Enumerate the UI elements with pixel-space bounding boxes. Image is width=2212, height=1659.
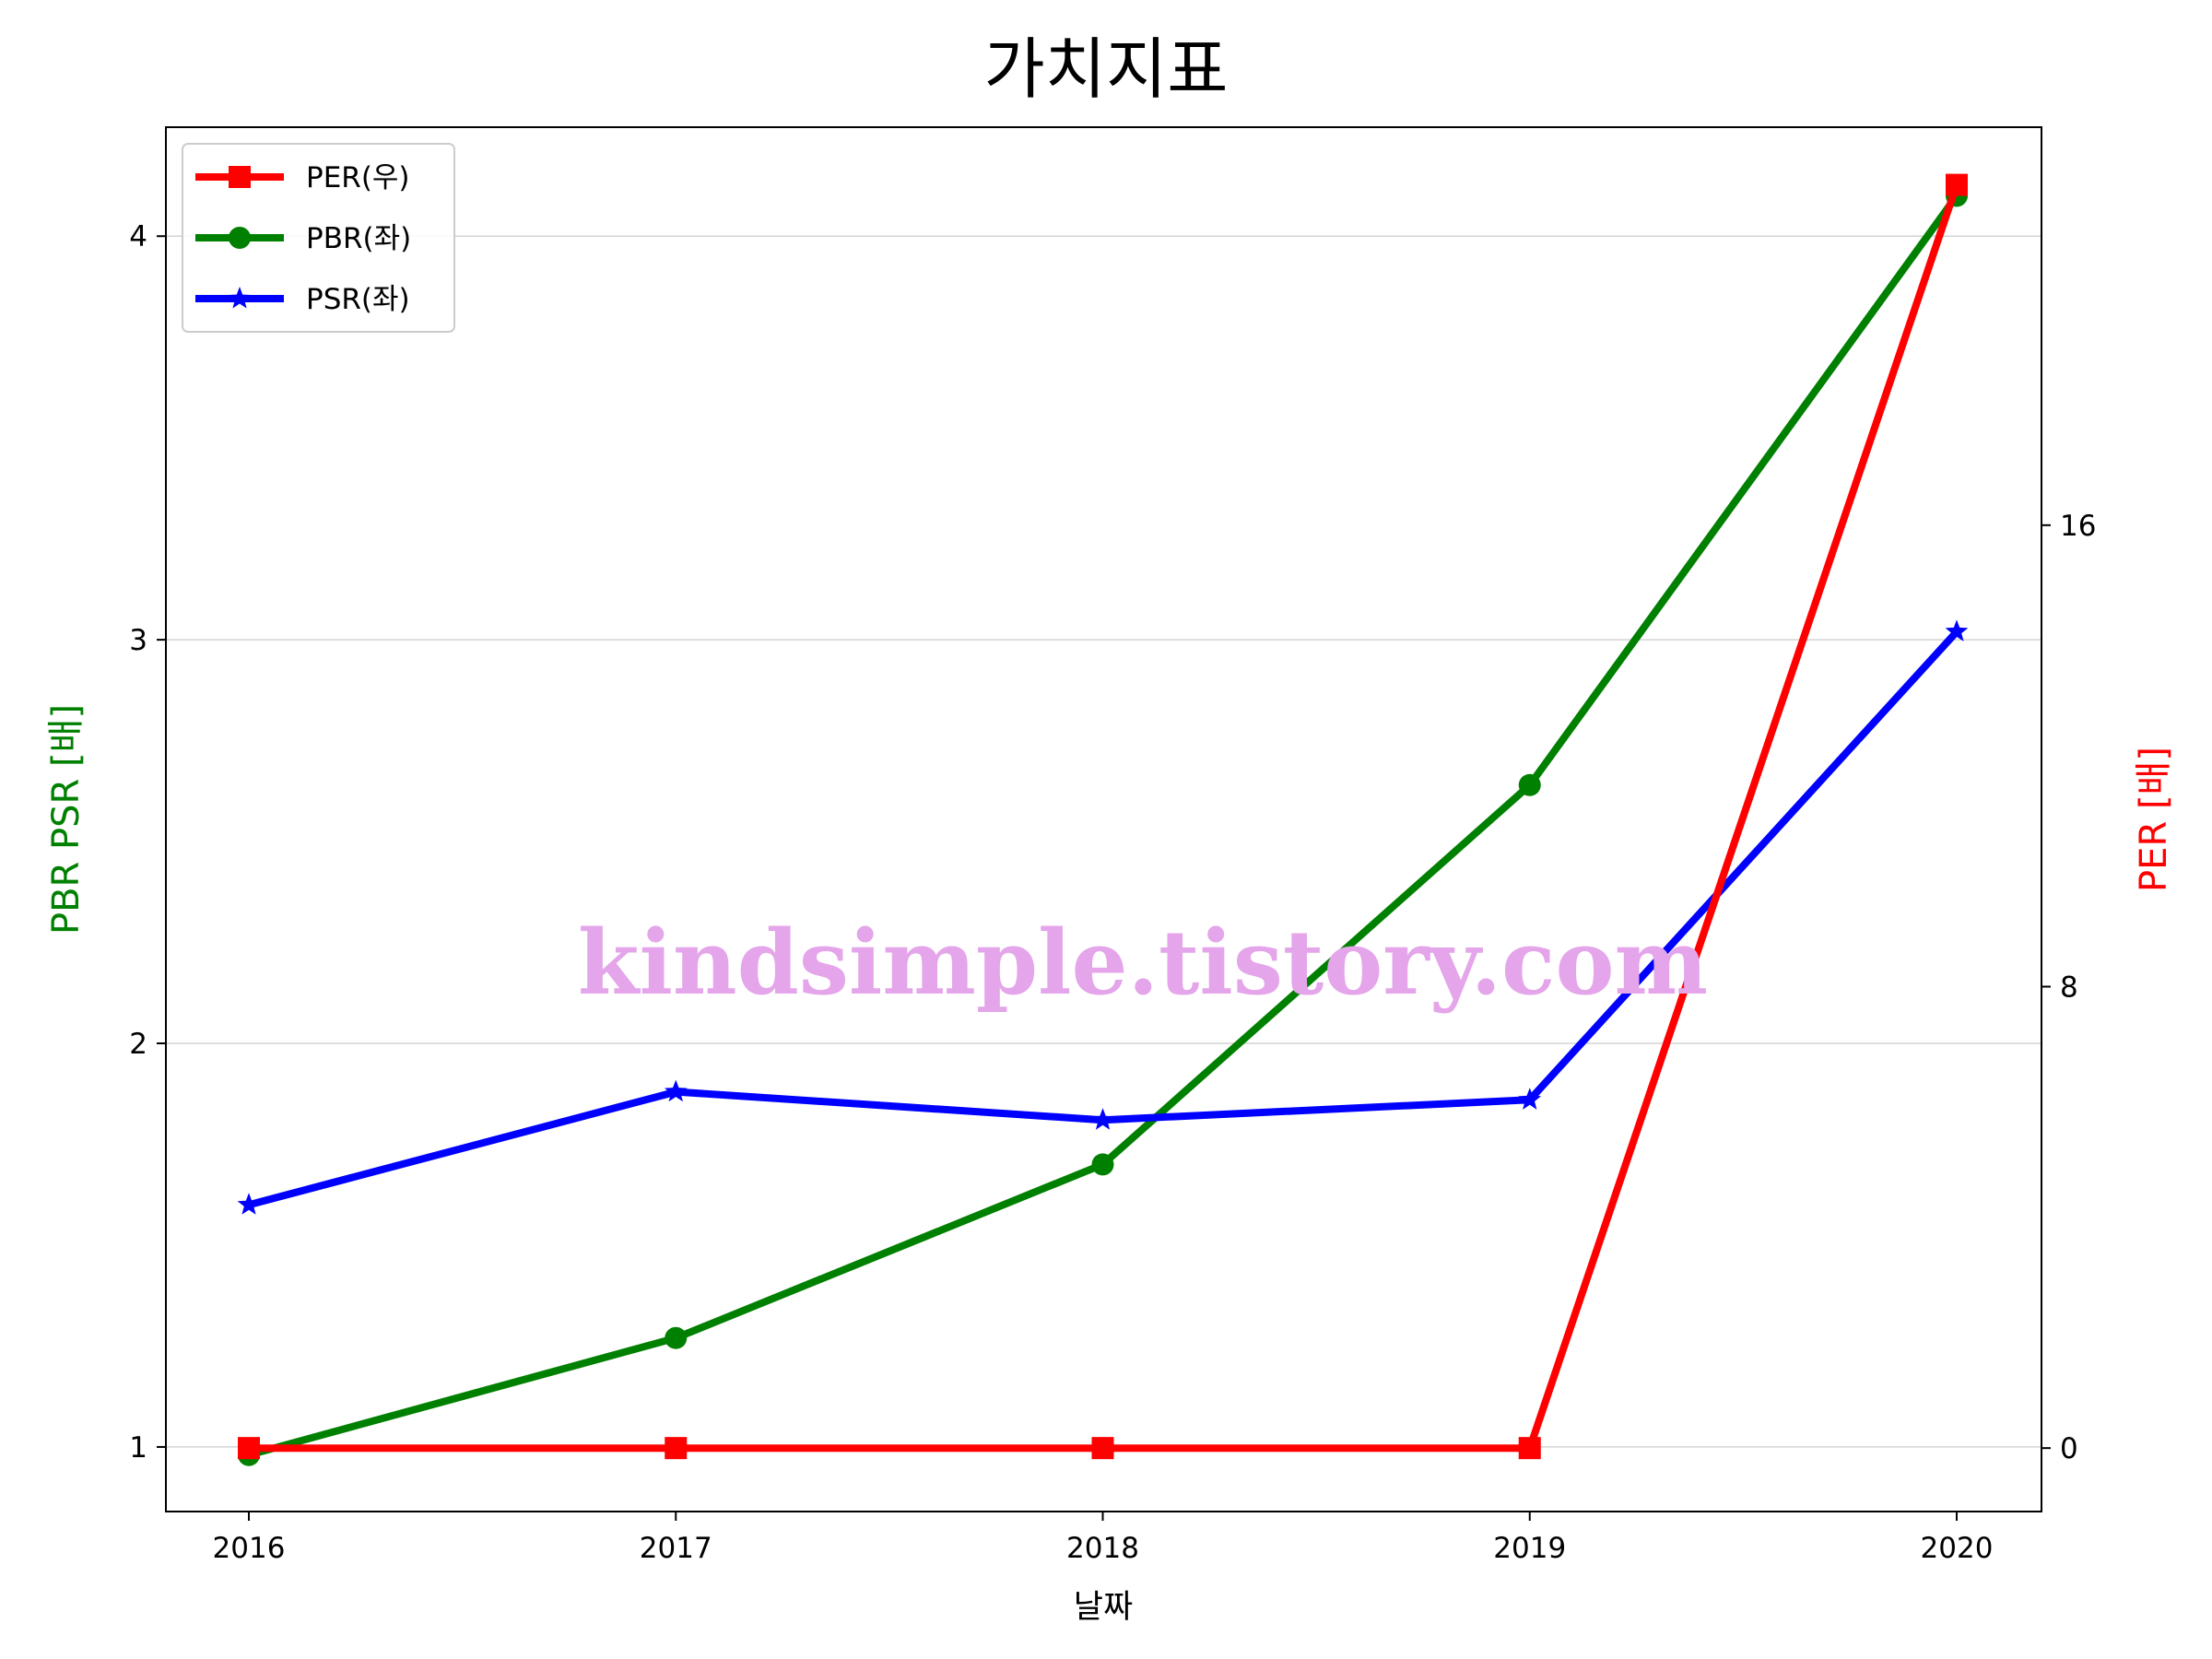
legend-marker-circle <box>229 227 251 249</box>
left-y-axis-label: PBR PSR [배] <box>45 704 88 935</box>
x-tick-label: 2018 <box>1066 1532 1139 1565</box>
series-point-star <box>1945 619 1969 641</box>
series-point-star <box>1091 1108 1114 1130</box>
legend: PER(우) PBR(좌) PSR(좌) <box>182 143 455 333</box>
series-point-square <box>1518 1437 1541 1460</box>
right-y-tick-label: 16 <box>2060 510 2096 543</box>
chart-title: 가치지표 <box>984 30 1229 108</box>
right-y-tick-label: 8 <box>2060 971 2078 1004</box>
left-y-tick-label: 1 <box>129 1431 147 1465</box>
series-point-circle <box>1091 1153 1114 1176</box>
x-axis: 2016 2017 2018 2019 2020 <box>213 1512 1994 1565</box>
series-point-circle <box>1518 773 1541 796</box>
left-y-axis: 1 2 3 4 <box>129 220 166 1465</box>
series-point-square <box>1946 173 1968 196</box>
series-layer <box>237 173 1969 1466</box>
series-point-square <box>238 1437 260 1460</box>
legend-marker-square <box>229 166 251 188</box>
legend-label: PER(우) <box>306 161 410 194</box>
series-point-star <box>1518 1088 1542 1110</box>
left-y-tick-label: 3 <box>129 624 147 657</box>
legend-box <box>182 143 455 333</box>
legend-label: PBR(좌) <box>306 222 411 255</box>
watermark: kindsimple.tistory.com <box>578 911 1708 1015</box>
left-y-tick-label: 2 <box>129 1028 147 1061</box>
watermark-text: kindsimple.tistory.com <box>578 911 1708 1015</box>
legend-label: PSR(좌) <box>306 283 410 316</box>
series-point-circle <box>665 1326 688 1349</box>
series-point-star <box>664 1079 688 1102</box>
right-y-axis-label: PER [배] <box>2133 747 2175 892</box>
x-tick-label: 2017 <box>640 1532 712 1565</box>
left-y-tick-label: 4 <box>129 220 147 253</box>
x-tick-label: 2019 <box>1493 1532 1566 1565</box>
x-axis-label: 날짜 <box>1074 1589 1133 1626</box>
right-y-axis: 0 8 16 <box>2041 510 2096 1465</box>
x-tick-label: 2020 <box>1921 1532 1994 1565</box>
right-y-tick-label: 0 <box>2060 1432 2078 1465</box>
x-tick-label: 2016 <box>213 1532 286 1565</box>
legend-marker-star <box>228 287 252 309</box>
series-point-square <box>665 1437 688 1460</box>
series-point-star <box>237 1193 261 1215</box>
series-point-square <box>1091 1437 1114 1460</box>
